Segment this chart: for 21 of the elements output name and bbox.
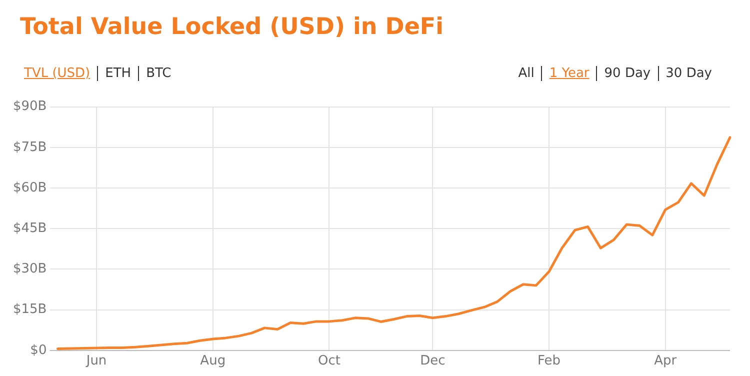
x-tick-label: Feb (537, 354, 561, 369)
chart-title: Total Value Locked (USD) in DeFi (20, 14, 444, 40)
y-tick-label: $15B (12, 302, 47, 318)
x-tick-label: Dec (420, 354, 446, 369)
text: BTC (146, 66, 172, 81)
text: 30 Day (666, 66, 712, 81)
y-tick-label: $75B (12, 140, 47, 155)
y-tick-label: $60B (12, 180, 47, 196)
text: 90 Day (604, 66, 651, 81)
x-tick-label: Apr (654, 354, 678, 369)
text: All (518, 66, 534, 81)
text: TVL (USD) (24, 66, 90, 81)
x-tick-label: Jun (85, 354, 107, 369)
text: ETH (105, 66, 132, 81)
x-tick-label: Oct (318, 354, 340, 369)
x-tick-label: Aug (200, 354, 226, 369)
y-tick-label: $45B (12, 220, 47, 236)
y-tick-label: $90B (12, 99, 47, 114)
y-tick-label: $0 (30, 342, 47, 358)
text: 1 Year (549, 66, 590, 81)
y-tick-label: $30B (12, 262, 47, 277)
